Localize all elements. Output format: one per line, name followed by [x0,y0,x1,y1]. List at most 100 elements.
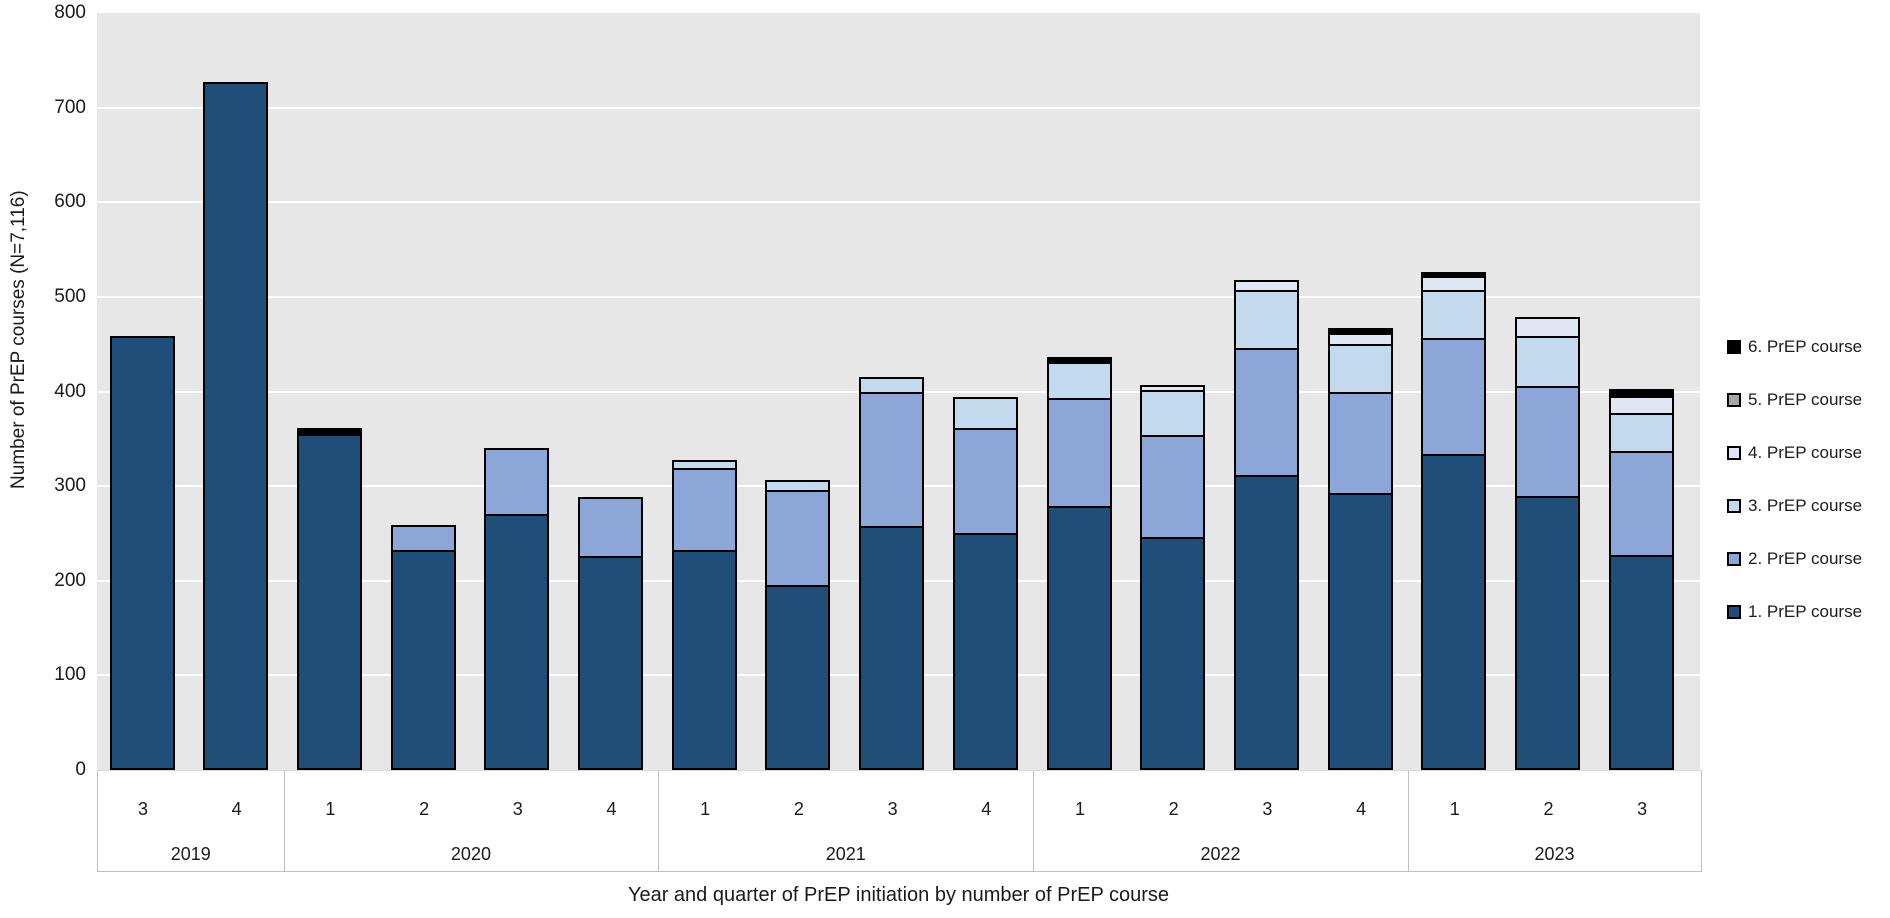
x-axis-band: 3 4 1 2 3 4 1 2 3 4 1 2 3 4 1 2 3 2019 2020 2021 2022 2023 [97,770,1702,872]
bar-segment [1515,335,1580,386]
y-tick-label: 700 [54,96,86,118]
bar-segment [109,335,175,770]
bar-segment [1421,276,1487,291]
bar-segment [1608,555,1674,770]
bar-segment [1608,396,1674,414]
bar-segment [1608,451,1674,556]
gridline-700 [97,106,1700,109]
bar-segment [1046,356,1112,363]
bar-segment [484,448,550,514]
legend-label: 4. PrEP course [1748,443,1863,462]
quarter-label: 3 [1262,799,1273,819]
bar-segment [1233,279,1299,291]
year-label: 2020 [450,844,491,864]
bar-segment [671,468,737,550]
legend-swatch-icon [1727,340,1741,354]
bar-segment [1608,413,1674,452]
quarter-label: 4 [1356,799,1367,819]
y-tick-label: 0 [75,759,86,780]
legend-swatch-icon [1727,552,1741,566]
legend-item: 1. PrEP course [1727,602,1862,622]
bar-segment [859,525,925,770]
quarter-label: 1 [325,799,336,819]
bar-2023-q2 [1515,316,1580,770]
legend-swatch-icon [1727,605,1741,619]
bar-segment [1140,537,1206,770]
bar-2021-q4 [952,397,1018,770]
bar-2022-q3 [1233,279,1299,770]
y-tick-label: 100 [54,664,86,686]
bar-segment [1421,337,1487,454]
bar-segment [1140,435,1206,538]
bar-segment [296,434,362,770]
bar-segment [1140,384,1206,390]
bar-segment [1233,347,1299,475]
bar-segment [484,513,550,770]
year-separator [1407,771,1409,871]
bar-segment [859,391,925,526]
year-label: 2019 [170,844,211,864]
bar-segment [1233,474,1299,770]
y-tick-label: 500 [54,285,86,307]
bar-segment [1233,290,1299,348]
bar-2021-q2 [765,479,831,770]
legend-item: 2. PrEP course [1727,549,1862,569]
bar-segment [1327,344,1393,392]
bar-segment [1327,492,1393,770]
bar-segment [1327,391,1393,493]
bar-segment [1046,398,1112,506]
bar-segment [1421,453,1487,770]
y-tick-label: 200 [54,569,86,591]
y-tick-label: 400 [54,380,86,402]
bar-segment [1608,394,1674,397]
legend-swatch-icon [1727,393,1741,407]
bar-2020-q2 [390,524,456,770]
quarter-label: 4 [981,799,992,819]
bar-segment [578,496,643,557]
bar-2019-q3 [109,335,175,770]
gridline-600 [97,201,1700,204]
bar-2023-q1 [1421,272,1487,770]
year-separator [1033,771,1035,871]
bar-segment [952,428,1018,533]
legend-label: 5. PrEP course [1748,390,1863,409]
gridline-500 [97,295,1700,298]
legend-swatch-icon [1727,499,1741,513]
bar-2020-q3 [484,448,550,770]
bar-segment [578,556,643,770]
bar-segment [1421,272,1487,277]
bar-2019-q4 [203,82,269,770]
bar-2020-q4 [578,496,643,770]
bar-segment [671,549,737,770]
bar-segment [859,377,925,392]
y-axis-title: Number of PrEP courses (N=7,116) [8,190,29,490]
bar-segment [952,397,1018,429]
legend-item: 3. PrEP course [1727,496,1862,516]
legend-swatch-icon [1727,446,1741,460]
bar-2023-q3 [1608,388,1674,770]
quarter-label: 4 [606,799,617,819]
legend-item: 4. PrEP course [1727,443,1862,463]
bar-2021-q3 [859,377,925,770]
quarter-label: 2 [419,799,430,819]
quarter-label: 4 [231,799,242,819]
legend-label: 2. PrEP course [1748,549,1863,568]
quarter-label: 3 [137,799,148,819]
bar-segment [296,428,362,435]
bar-segment [390,549,456,770]
bar-segment [390,524,456,550]
y-tick-label: 800 [54,2,86,23]
bar-segment [1515,385,1580,496]
quarter-label: 1 [700,799,711,819]
bar-segment [765,489,831,586]
bar-segment [1046,362,1112,399]
bar-segment [765,585,831,770]
bar-segment [1421,290,1487,338]
quarter-label: 2 [1543,799,1554,819]
bar-segment [1515,316,1580,336]
bar-segment [1046,506,1112,770]
quarter-label: 2 [793,799,804,819]
legend-label: 6. PrEP course [1748,337,1863,356]
quarter-label: 3 [887,799,898,819]
